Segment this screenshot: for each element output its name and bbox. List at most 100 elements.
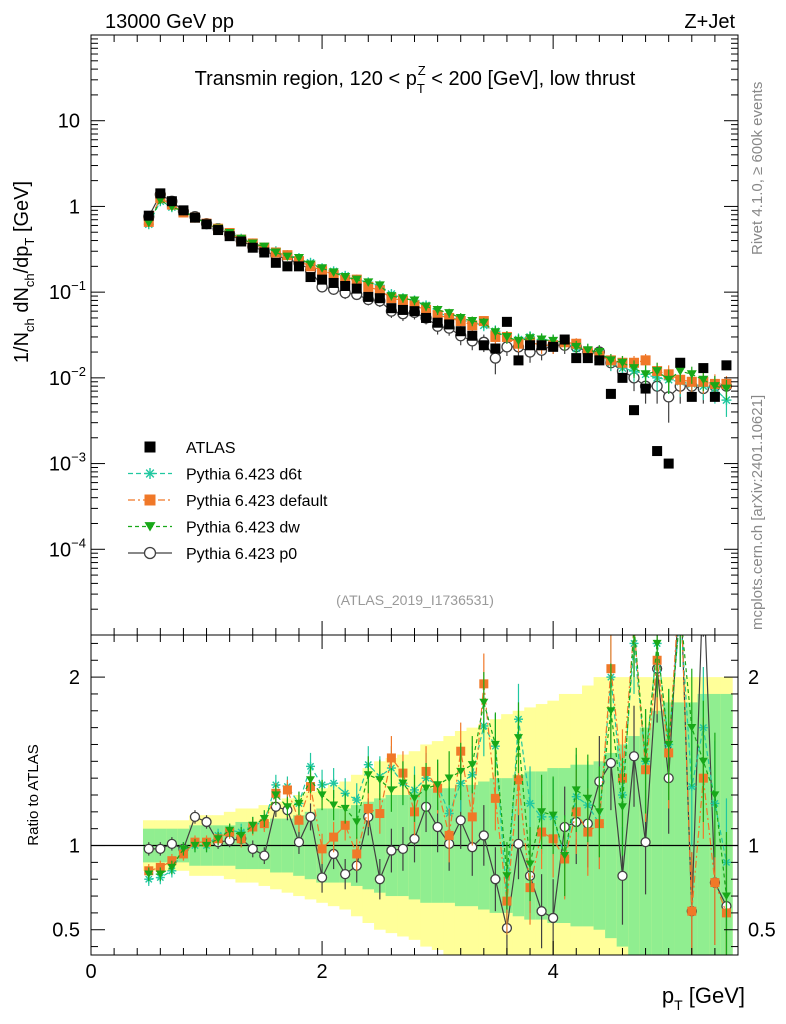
ratio-point-dw [363,771,373,779]
legend-marker-d6t [144,468,156,479]
ratio-point-default [630,622,639,631]
ratio-point-dw [178,845,188,853]
main-point-dw [698,375,709,385]
ratio-ytick-label: 0.5 [52,920,80,942]
ratio-point-dw [490,740,500,749]
ratio-point-p0 [293,837,305,848]
main-point-atlas [686,391,697,402]
ratio-xlabel: pT [GeV] [662,983,745,1013]
ratio-point-dw [652,639,662,648]
ratio-point-dw [630,623,639,631]
ratio-ytick-label-right: 1 [748,836,759,858]
ratio-series-dw [144,623,731,955]
xlabel-sub: T [674,997,683,1013]
ratio-point-dw [271,791,281,800]
main-point-dw [629,364,640,373]
ratio-point-dw [386,786,396,794]
main-point-dw [293,254,304,263]
ratio-point-dw [225,826,235,835]
ratio-point-dw [248,821,258,830]
ratio-point-d6t [352,795,362,805]
ratio-point-p0 [201,816,212,828]
main-point-atlas [652,446,663,457]
ratio-point-p0 [189,811,201,823]
ratio-point-dw [641,757,651,766]
main-point-dw [444,309,455,318]
ratio-point-dw [329,801,339,810]
main-point-dw [455,313,466,323]
ratio-point-p0 [676,572,685,581]
ratio-point-dw [467,761,477,769]
ratio-point-d6t [525,798,535,808]
main-frame [90,34,739,636]
ratio-point-dw [479,698,489,707]
ratio-point-dw [456,767,466,776]
main-point-atlas [582,353,593,364]
ratio-point-default [340,820,350,830]
main-ytick-label: 10−2 [49,364,86,390]
ratio-point-p0 [386,845,397,856]
main-point-default [640,355,651,366]
main-ytick-base: 10 [49,454,71,476]
ratio-point-dw [502,872,512,880]
main-point-dw [536,335,547,345]
ratio-point-dw [433,781,443,789]
main-ytick-base: 10 [49,282,71,304]
ratio-point-default [375,809,385,819]
main-point-atlas [178,205,189,216]
mcplots-label: mcplots.cern.ch [arXiv:2401.10621] [749,395,766,630]
ratio-point-default [282,785,292,795]
main-point-atlas [282,261,293,272]
ratio-point-dw [513,734,523,742]
main-point-atlas [594,355,605,366]
main-series-atlas [143,188,732,469]
ratio-point-dw [190,841,200,850]
ratio-point-default [490,793,500,803]
ratio-point-default [317,844,327,854]
main-point-dw [143,219,154,228]
main-point-atlas [259,247,270,258]
main-title-b: < 200 [GeV], low thrust [426,68,636,90]
ratio-point-dw [664,740,674,749]
ratio-ytick-label: 2 [69,667,80,689]
ratio-point-default [386,753,396,763]
legend-marker-p0 [143,546,157,560]
xlabel-b: [GeV] [683,983,745,1008]
ratio-point-default [467,812,477,822]
legend-label-p0: Pythia 6.423 p0 [186,546,297,563]
ratio-point-dw [202,841,212,850]
ratio-point-p0 [617,870,628,881]
main-point-atlas [143,210,154,221]
main-point-dw [686,370,697,379]
main-ylabel-c: /dp [11,246,33,274]
ratio-point-dw [560,852,570,860]
main-point-dw [397,294,408,303]
main-line-d6t [148,200,727,401]
main-point-atlas [293,261,304,272]
main-point-dw [317,264,328,273]
main-point-atlas [224,231,235,242]
ratio-ylabel: Ratio to ATLAS [25,744,42,845]
main-title-sub: T [417,81,425,96]
ratio-point-p0 [640,837,651,848]
band-inner [651,710,664,955]
rivet-label: Rivet 4.1.0, ≥ 600k events [749,82,766,255]
ratio-point-dw [398,779,408,788]
main-ylabel-a: 1/N [11,332,33,363]
ratio-point-p0 [305,811,316,823]
ratio-point-default [352,849,362,859]
main-point-atlas [386,303,397,314]
main-title-sup: Z [418,63,426,78]
ratio-panel: 0.5 0.5 1 1 2 2 0 2 4 Ratio to ATLAS pT [GeV] [25,572,776,1013]
main-line-default [148,197,727,385]
ratio-xtick-label: 2 [317,961,328,983]
main-point-dw [490,328,501,337]
main-title: Transmin region, 120 < pTZ < 200 [GeV], … [195,63,636,96]
ratio-point-d6t [676,605,685,614]
ratio-point-dw [167,863,177,872]
ratio-point-dw [317,791,327,800]
main-point-atlas [525,340,536,351]
ratio-point-p0 [513,838,524,849]
main-point-atlas [536,340,547,351]
ratio-xtick-label: 0 [85,961,96,983]
